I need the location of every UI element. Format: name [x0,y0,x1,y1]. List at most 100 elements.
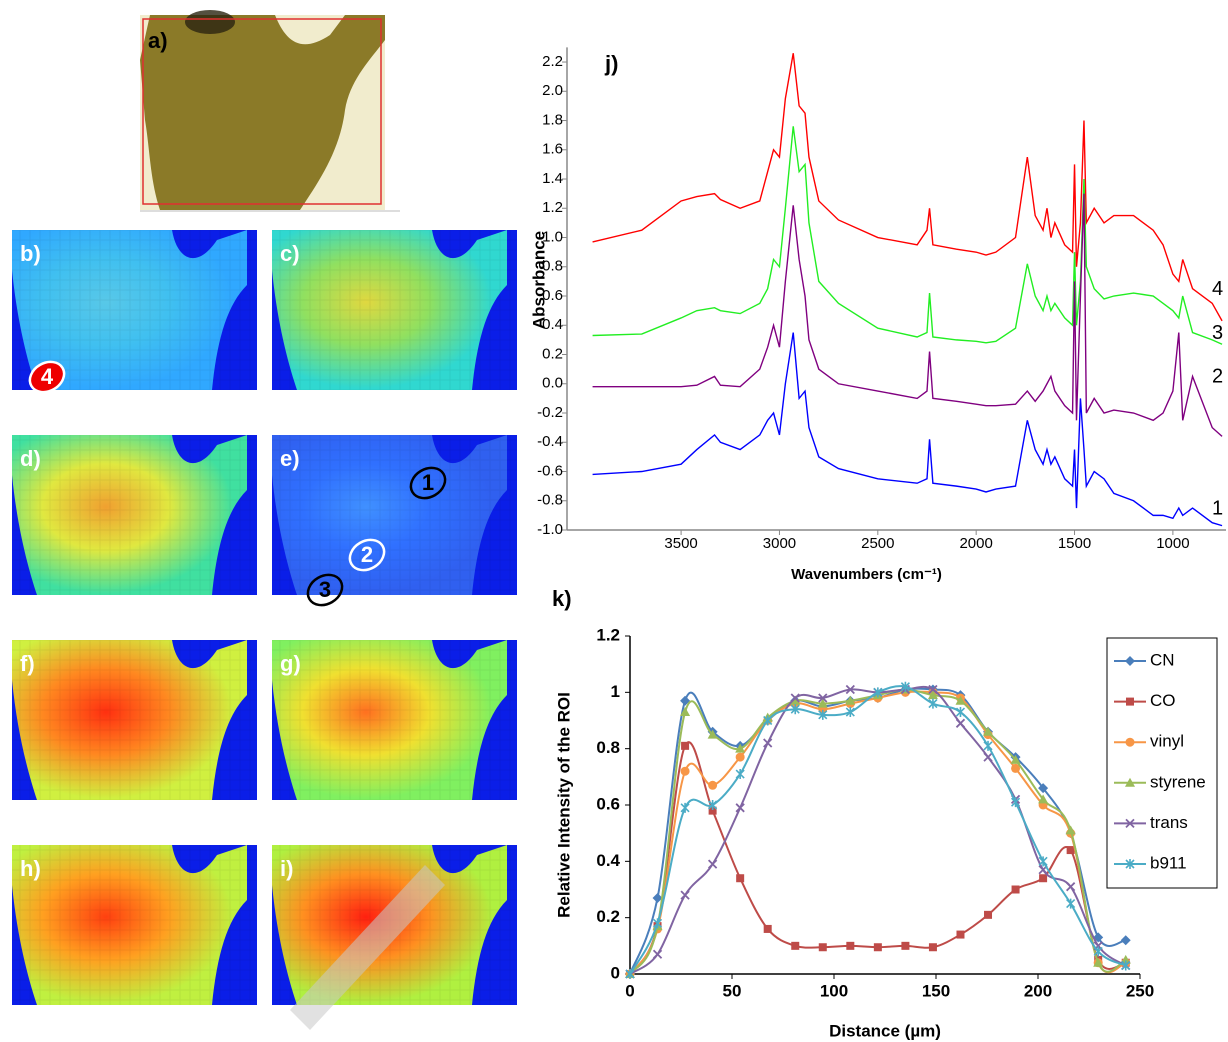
series-line [629,690,1127,975]
marker [955,718,966,728]
x-tick-label: 3000 [763,535,796,552]
y-tick-label: 0.8 [542,258,563,275]
y-tick-label: 0.6 [596,794,620,813]
x-tick-label: 250 [1126,981,1154,1000]
marker [873,943,882,952]
marker [1011,763,1021,773]
y-tick-label: 1.2 [596,625,620,644]
marker [1011,885,1020,894]
x-tick-label: 150 [922,981,950,1000]
marker [1038,794,1049,804]
legend-marker [1125,859,1135,869]
marker [791,941,800,950]
series-label: 2 [1212,366,1223,388]
marker [873,687,883,698]
marker [1066,846,1075,855]
y-tick-label: 0.2 [596,907,620,926]
panel-label: i) [280,856,293,881]
x-tick-label: 1000 [1156,535,1189,552]
y-tick-label: -0.2 [537,404,563,421]
roi-label: 2 [361,542,373,567]
legend-label: CO [1150,691,1176,710]
x-axis-label: Distance (µm) [829,1021,941,1040]
marker [707,729,718,739]
marker [1066,898,1076,909]
x-tick-label: 100 [820,981,848,1000]
marker [763,715,773,726]
marker [1121,960,1131,971]
series-line [629,687,1126,975]
micrograph-sample [140,15,385,210]
legend-marker [1125,656,1135,666]
x-tick-label: 200 [1024,981,1052,1000]
marker [955,695,966,705]
series-line [592,53,1223,322]
roi-marker [306,573,344,607]
y-tick-label: 1.0 [542,228,563,245]
chart-title: k) [552,586,572,611]
panel-label: c) [280,241,300,266]
marker [1066,882,1076,892]
marker [790,693,800,703]
x-tick-label: 2000 [959,535,992,552]
profile-band [290,865,445,1030]
series-label: 4 [1212,278,1223,300]
panel-label: g) [280,651,301,676]
y-tick-label: 0.2 [542,345,563,362]
marker [984,910,993,919]
roi-label: 4 [41,364,54,389]
marker [708,806,717,815]
pixel-grid [12,845,257,1005]
panel-label: b) [20,241,41,266]
marker [707,859,718,869]
marker [846,941,855,950]
marker [928,698,938,709]
y-axis-label: Relative Intensity of the ROI [554,692,573,918]
pixel-grid [272,640,517,800]
panel-label: e) [280,446,300,471]
x-tick-label: 0 [625,981,634,1000]
pixel-grid [272,435,517,595]
legend-label: CN [1150,650,1175,669]
marker [652,892,663,903]
marker [680,802,690,813]
marker [1120,954,1131,964]
marker [625,969,635,979]
x-axis-label: Wavenumbers (cm⁻¹) [791,566,942,583]
marker [735,769,745,780]
panel-label: a) [148,28,168,53]
legend-marker [1125,737,1135,747]
y-tick-label: 1.6 [542,141,563,158]
legend-label: styrene [1150,772,1206,791]
y-tick-label: 0.6 [542,287,563,304]
marker [983,726,994,736]
y-tick-label: 2.2 [542,53,563,70]
series-line [629,688,1127,975]
marker [928,684,938,695]
legend-label: vinyl [1150,732,1184,751]
marker [680,766,690,776]
marker [763,738,773,748]
marker [818,709,828,720]
legend-label: trans [1150,813,1188,832]
y-tick-label: 1 [611,682,620,701]
marker [735,743,746,753]
series-line [592,126,1223,345]
roi-marker [348,538,386,572]
marker [818,943,827,952]
legend-box [1106,637,1218,889]
y-tick-label: 0.4 [596,851,620,870]
marker [817,698,828,708]
marker [652,918,663,929]
y-tick-label: 2.0 [542,82,563,99]
y-tick-label: 1.4 [542,170,563,187]
x-tick-label: 2500 [861,535,894,552]
y-axis-label: Absorbance [529,231,548,329]
legend-marker [1125,777,1135,787]
marker [790,704,800,715]
micrograph-dark [185,10,235,34]
y-tick-label: -0.4 [537,433,563,450]
series-line [592,193,1223,437]
marker [763,924,772,933]
